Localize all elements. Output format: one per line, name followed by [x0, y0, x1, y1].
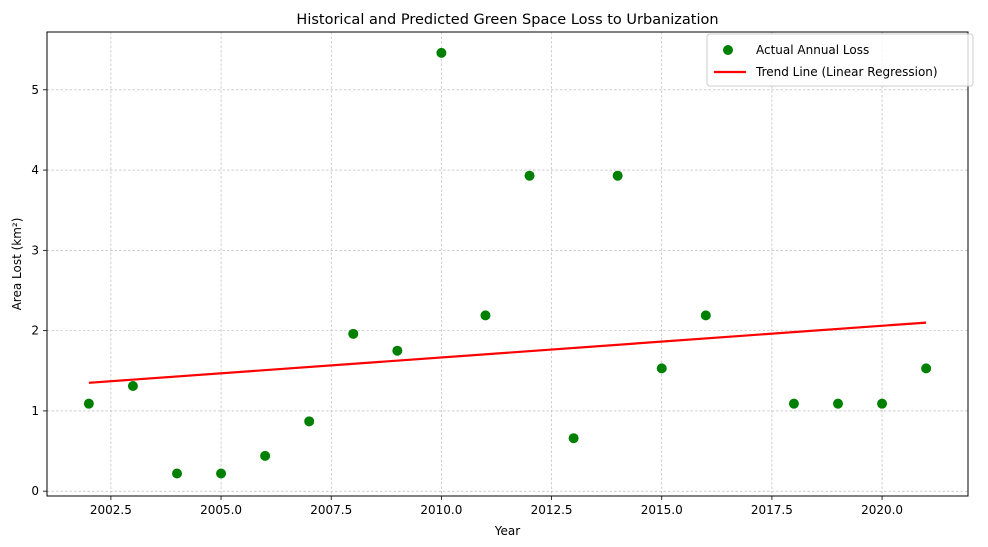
- data-point: [612, 170, 623, 181]
- x-tick-label: 2015.0: [641, 503, 683, 517]
- data-point: [83, 398, 94, 409]
- x-tick-label: 2002.5: [90, 503, 132, 517]
- data-point: [524, 170, 535, 181]
- x-tick-label: 2005.0: [200, 503, 242, 517]
- data-point: [436, 47, 447, 58]
- data-point: [700, 310, 711, 321]
- y-axis: 0 1 2 3 4 5: [31, 83, 47, 498]
- data-point: [127, 381, 138, 392]
- data-point: [877, 398, 888, 409]
- x-axis-label: Year: [494, 524, 520, 538]
- data-point: [921, 363, 932, 374]
- plot-area: [83, 47, 932, 479]
- y-tick-label: 1: [31, 404, 39, 418]
- legend-box: [706, 33, 974, 87]
- legend-label-trend-line: Trend Line (Linear Regression): [755, 65, 938, 79]
- legend-marker-actual-annual-loss: [723, 45, 733, 55]
- x-axis: 2002.5 2005.0 2007.5 2010.0 2012.5 2015.0 2017…: [90, 496, 903, 517]
- x-tick-label: 2007.5: [310, 503, 352, 517]
- data-point: [171, 468, 182, 479]
- y-tick-label: 3: [31, 243, 39, 257]
- x-tick-label: 2017.5: [751, 503, 793, 517]
- data-point: [568, 433, 579, 444]
- data-point: [260, 450, 271, 461]
- x-tick-label: 2012.5: [531, 503, 573, 517]
- trend-line: [88, 321, 927, 384]
- data-point: [788, 398, 799, 409]
- data-point: [392, 345, 403, 356]
- chart-title: Historical and Predicted Green Space Los…: [296, 12, 718, 28]
- legend: Actual Annual Loss Trend Line (Linear Re…: [706, 33, 974, 87]
- data-point: [304, 416, 315, 427]
- data-point: [216, 468, 227, 479]
- plot-frame: [46, 31, 969, 497]
- data-point: [480, 310, 491, 321]
- x-tick-label: 2020.0: [861, 503, 903, 517]
- y-tick-label: 0: [31, 484, 39, 498]
- y-tick-label: 4: [31, 163, 39, 177]
- legend-label-actual-annual-loss: Actual Annual Loss: [756, 43, 869, 57]
- y-tick-label: 2: [31, 324, 39, 338]
- data-point: [348, 328, 359, 339]
- data-point: [656, 363, 667, 374]
- grid: [47, 32, 968, 496]
- y-axis-label: Area Lost (km²): [10, 218, 24, 311]
- x-tick-label: 2010.0: [420, 503, 462, 517]
- data-point: [833, 398, 844, 409]
- y-tick-label: 5: [31, 83, 39, 97]
